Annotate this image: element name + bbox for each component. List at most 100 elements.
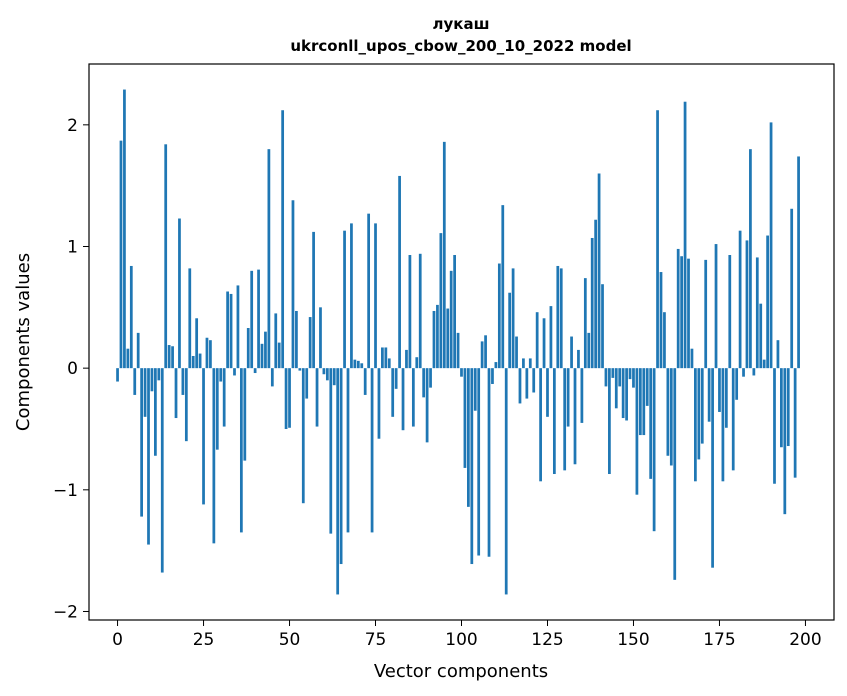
- bar: [195, 318, 199, 369]
- bar: [731, 368, 735, 471]
- bar: [411, 368, 415, 427]
- bar: [755, 257, 759, 369]
- bar: [597, 173, 601, 369]
- bar: [700, 368, 704, 444]
- bar: [267, 149, 271, 369]
- bar: [312, 231, 315, 369]
- bar: [711, 368, 714, 568]
- bar: [277, 342, 281, 369]
- bar: [308, 317, 312, 369]
- bar: [325, 368, 329, 381]
- bar: [222, 368, 226, 427]
- bar: [226, 291, 229, 369]
- bar: [559, 268, 563, 369]
- bar: [704, 259, 708, 369]
- bar: [539, 368, 542, 482]
- x-tick-label: 75: [365, 630, 387, 650]
- bar: [363, 368, 367, 395]
- bar: [776, 340, 780, 369]
- bar: [212, 368, 216, 544]
- bar: [721, 368, 725, 482]
- bar: [432, 310, 436, 369]
- bar: [274, 313, 278, 369]
- bar: [632, 368, 635, 388]
- bar: [239, 368, 243, 533]
- y-axis-ticks: −2 −1 0 1 2: [53, 116, 89, 622]
- x-tick-label: 200: [789, 630, 821, 650]
- bar: [759, 303, 763, 369]
- bar: [501, 205, 505, 369]
- bar: [504, 368, 508, 595]
- bar: [487, 368, 491, 557]
- bar: [336, 368, 340, 595]
- bar: [570, 336, 573, 369]
- bar: [676, 248, 680, 369]
- bar: [377, 368, 381, 439]
- x-tick-label: 100: [445, 630, 477, 650]
- bar: [535, 312, 539, 369]
- bar: [735, 368, 739, 400]
- bar: [669, 368, 673, 466]
- bar: [184, 368, 188, 442]
- bar: [742, 368, 745, 377]
- bar: [171, 346, 174, 369]
- bar: [436, 304, 439, 369]
- bar: [552, 368, 556, 475]
- bars-group: [116, 89, 800, 595]
- bar: [260, 343, 264, 369]
- bar: [123, 89, 126, 369]
- bar: [566, 368, 570, 427]
- bar: [339, 368, 343, 565]
- bar: [215, 368, 219, 450]
- bar: [205, 337, 209, 369]
- bar: [150, 368, 154, 392]
- bar: [621, 368, 625, 419]
- bar: [346, 368, 350, 533]
- bar: [257, 269, 260, 369]
- bar: [154, 368, 157, 456]
- x-tick-label: 25: [193, 630, 215, 650]
- bar: [786, 368, 790, 447]
- bar: [401, 368, 405, 431]
- bar: [673, 368, 677, 580]
- bar: [439, 233, 443, 369]
- bar: [470, 368, 474, 565]
- bar: [305, 368, 309, 399]
- bar: [415, 357, 419, 369]
- bar: [797, 156, 800, 369]
- bar: [160, 368, 164, 573]
- bar: [587, 332, 591, 369]
- bar: [546, 368, 549, 417]
- bar: [642, 368, 646, 436]
- bar: [680, 256, 683, 369]
- bar: [350, 223, 353, 369]
- chart-title: лукаш: [433, 15, 490, 33]
- bar: [250, 270, 254, 369]
- bar: [683, 101, 687, 369]
- bar: [233, 368, 236, 376]
- bar: [515, 336, 518, 369]
- bar: [769, 122, 773, 369]
- bar: [460, 368, 463, 377]
- x-axis-ticks: 0 25 50 75 100 125 150 175 200: [112, 620, 822, 650]
- bar: [425, 368, 429, 443]
- bar: [408, 255, 412, 369]
- bar: [367, 213, 371, 369]
- bar: [556, 265, 560, 369]
- bar: [229, 293, 233, 369]
- bar: [191, 355, 195, 369]
- bar: [387, 358, 391, 369]
- bar: [188, 268, 192, 369]
- bar: [422, 368, 426, 398]
- bar: [590, 237, 594, 369]
- plot-area-frame: [88, 63, 835, 621]
- bar: [136, 332, 140, 369]
- bar: [202, 368, 205, 505]
- bar: [714, 244, 718, 369]
- bar: [157, 368, 161, 381]
- bar: [291, 200, 295, 369]
- bar: [659, 272, 663, 369]
- bar: [319, 307, 322, 369]
